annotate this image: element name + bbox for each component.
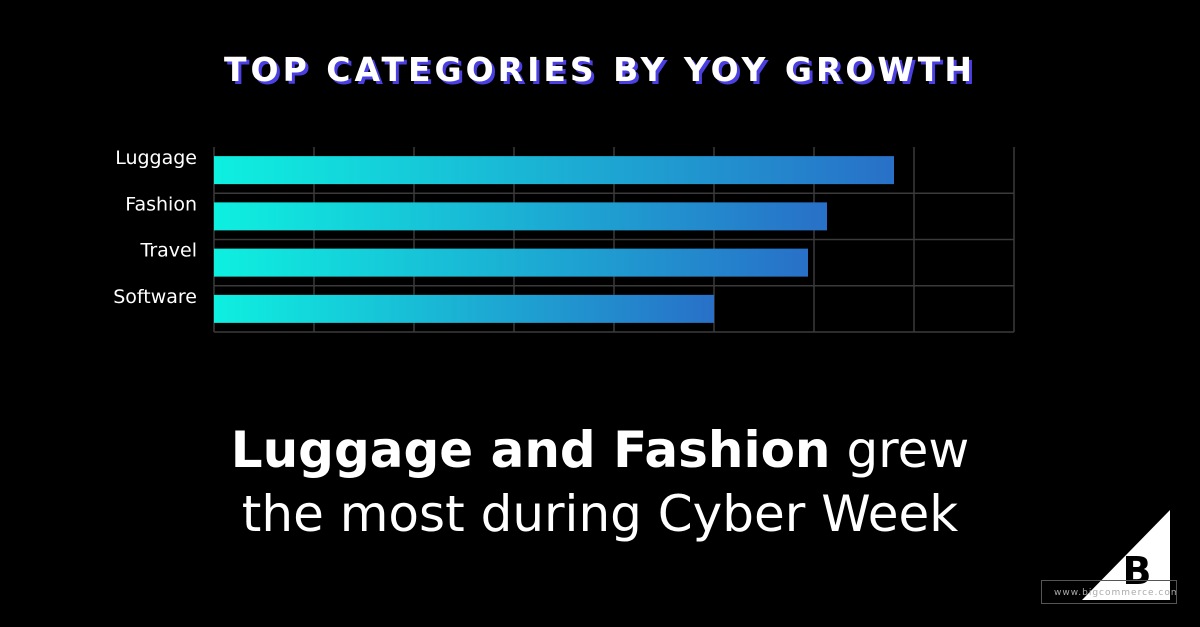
category-label-travel: Travel [140, 240, 197, 262]
bar-fashion [214, 202, 827, 231]
headline: Luggage and Fashion grew the most during… [0, 418, 1200, 546]
website-url[interactable]: www.bigcommerce.com [1041, 580, 1177, 604]
category-label-fashion: Fashion [125, 193, 197, 215]
headline-line-2: the most during Cyber Week [241, 485, 959, 543]
headline-light: grew [830, 421, 970, 479]
chart-bars [214, 156, 894, 323]
chart-title: TOP CATEGORIES BY YOY GROWTH [224, 50, 976, 89]
category-labels: Luggage Fashion Travel Software [113, 147, 197, 308]
bar-software [214, 294, 714, 323]
headline-bold: Luggage and Fashion [230, 421, 831, 479]
category-label-software: Software [113, 286, 197, 308]
bar-travel [214, 248, 808, 277]
bar-luggage [214, 156, 894, 185]
category-label-luggage: Luggage [115, 147, 197, 169]
